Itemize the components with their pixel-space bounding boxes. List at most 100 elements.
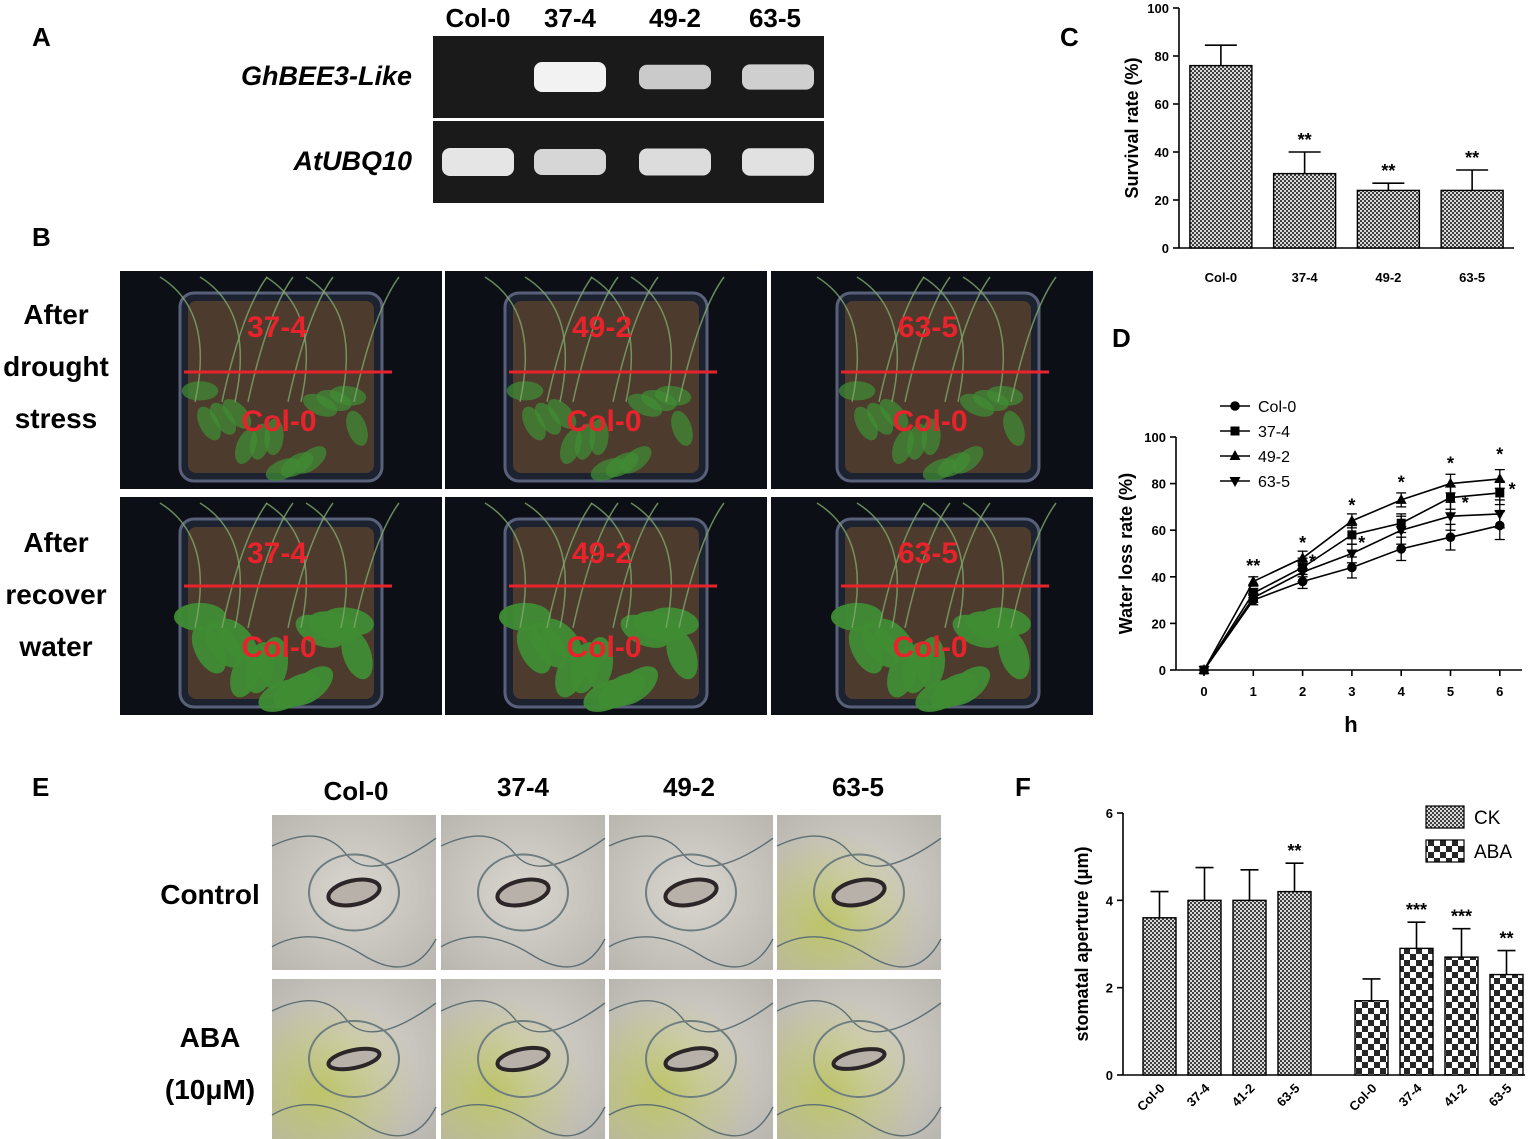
guard-cells [645,1020,737,1098]
leaf [998,629,1030,680]
leaf [209,402,237,435]
y-tick-label: 20 [1152,616,1166,631]
water-loss-line-chart: 0 20 40 60 80 100 0 1 2 3 4 5 6 h Water loss rate (%) *… [1116,399,1522,737]
stem [305,276,347,402]
leaf [222,399,252,429]
gel-band [639,148,711,176]
transgenic-line-label: 37-4 [247,311,307,344]
marker-circle [1445,532,1456,542]
row-label-line: recover [5,579,106,610]
stem [630,276,672,402]
leaf [264,418,284,456]
y-tick-label: 80 [1152,477,1166,492]
leaf [181,381,219,401]
panel-f: F 0 2 4 6 stomatal aperture (μm) Col-0 37-4 41-… [1015,772,1525,1114]
significance-label: ** [1465,148,1479,168]
bar [1489,973,1524,1076]
legend-label: ABA [1474,842,1512,863]
significance-label: * [1462,493,1469,513]
leaf [915,679,965,712]
stem [546,502,593,628]
significance-label: ** [1246,556,1260,576]
stem [484,502,526,628]
gel-lane-label: 63-5 [749,3,801,33]
guard-cells [308,1020,400,1098]
gel-band [742,148,814,176]
row-label-line: stress [15,403,98,434]
leaf [191,625,227,674]
y-tick-label: 100 [1144,430,1166,445]
panel-label-c: C [1060,22,1079,52]
stomata-row-label: (10μM) [165,1074,255,1105]
cell-wall [271,936,437,968]
gel-bands [442,62,814,176]
cell-wall [608,1104,774,1137]
stomata-photo [271,979,437,1139]
significance-label: ** [1381,161,1395,181]
leaf [921,418,941,456]
stem [221,276,268,402]
leaf [848,625,884,674]
x-tick-label: 6 [1496,684,1503,699]
stem [524,502,566,628]
stem [247,502,294,628]
leaf [627,393,663,417]
leaf [892,428,914,465]
stem [265,502,307,628]
marker-square [1495,488,1505,498]
gel-band [534,62,606,92]
cell-wall [440,1000,606,1033]
marker-triangle-down [1395,526,1407,537]
significance-label: * [1358,533,1365,553]
bar [1277,890,1312,1076]
y-tick-label: 0 [1106,1068,1113,1083]
stem [944,502,991,628]
cell-wall [776,936,942,968]
stem [612,276,659,402]
marker-square [1446,493,1455,503]
cell-wall [608,1000,774,1033]
stem [678,502,725,628]
y-tick-label: 0 [1162,241,1169,256]
stem [856,502,898,628]
stomata-photo [271,815,437,970]
bar [1232,899,1267,1076]
marker-triangle-down [1229,477,1241,487]
stem [159,502,201,628]
x-tick-label: 41-2 [1441,1081,1470,1110]
cell-wall [271,1000,437,1033]
significance-label: ** [1287,841,1301,861]
marker-triangle-down [1297,568,1309,579]
stem [904,276,951,402]
x-tick-label: 0 [1200,684,1207,699]
stem [199,502,241,628]
bar [1440,189,1504,249]
leaf [265,458,301,481]
leaf [620,614,670,648]
stomata-column-label: Col-0 [324,776,389,806]
legend-label: 37-4 [1258,424,1290,441]
stomata-photo [608,815,774,970]
leaf [230,647,262,698]
panel-label-b: B [32,222,51,252]
gel-lane-label: Col-0 [446,3,511,33]
stem [159,276,201,402]
stem [546,276,593,402]
survival-bar-chart: 0 20 40 60 80 100 Survival rate (%) Col-0 37-4 **… [1122,1,1514,285]
marker-triangle-down [1346,549,1358,560]
panel-d: D 0 20 40 60 80 100 0 1 2 3 4 5 6 h Water loss rate (%… [1112,323,1522,737]
leaf [506,381,544,401]
marker-triangle-down [1198,666,1210,676]
x-tick-label: 63-5 [1486,1081,1515,1110]
x-tick-label: 2 [1299,684,1306,699]
cell-wall [776,1000,942,1033]
y-tick-label: 60 [1155,97,1169,112]
marker-circle [1347,562,1357,573]
stomatal-pore [495,1045,551,1073]
legend-swatch [1425,839,1465,863]
stomata-photo [608,979,774,1139]
y-tick-label: 20 [1155,193,1169,208]
y-tick-label: 6 [1106,806,1113,821]
stomata-column-label: 37-4 [497,772,550,802]
